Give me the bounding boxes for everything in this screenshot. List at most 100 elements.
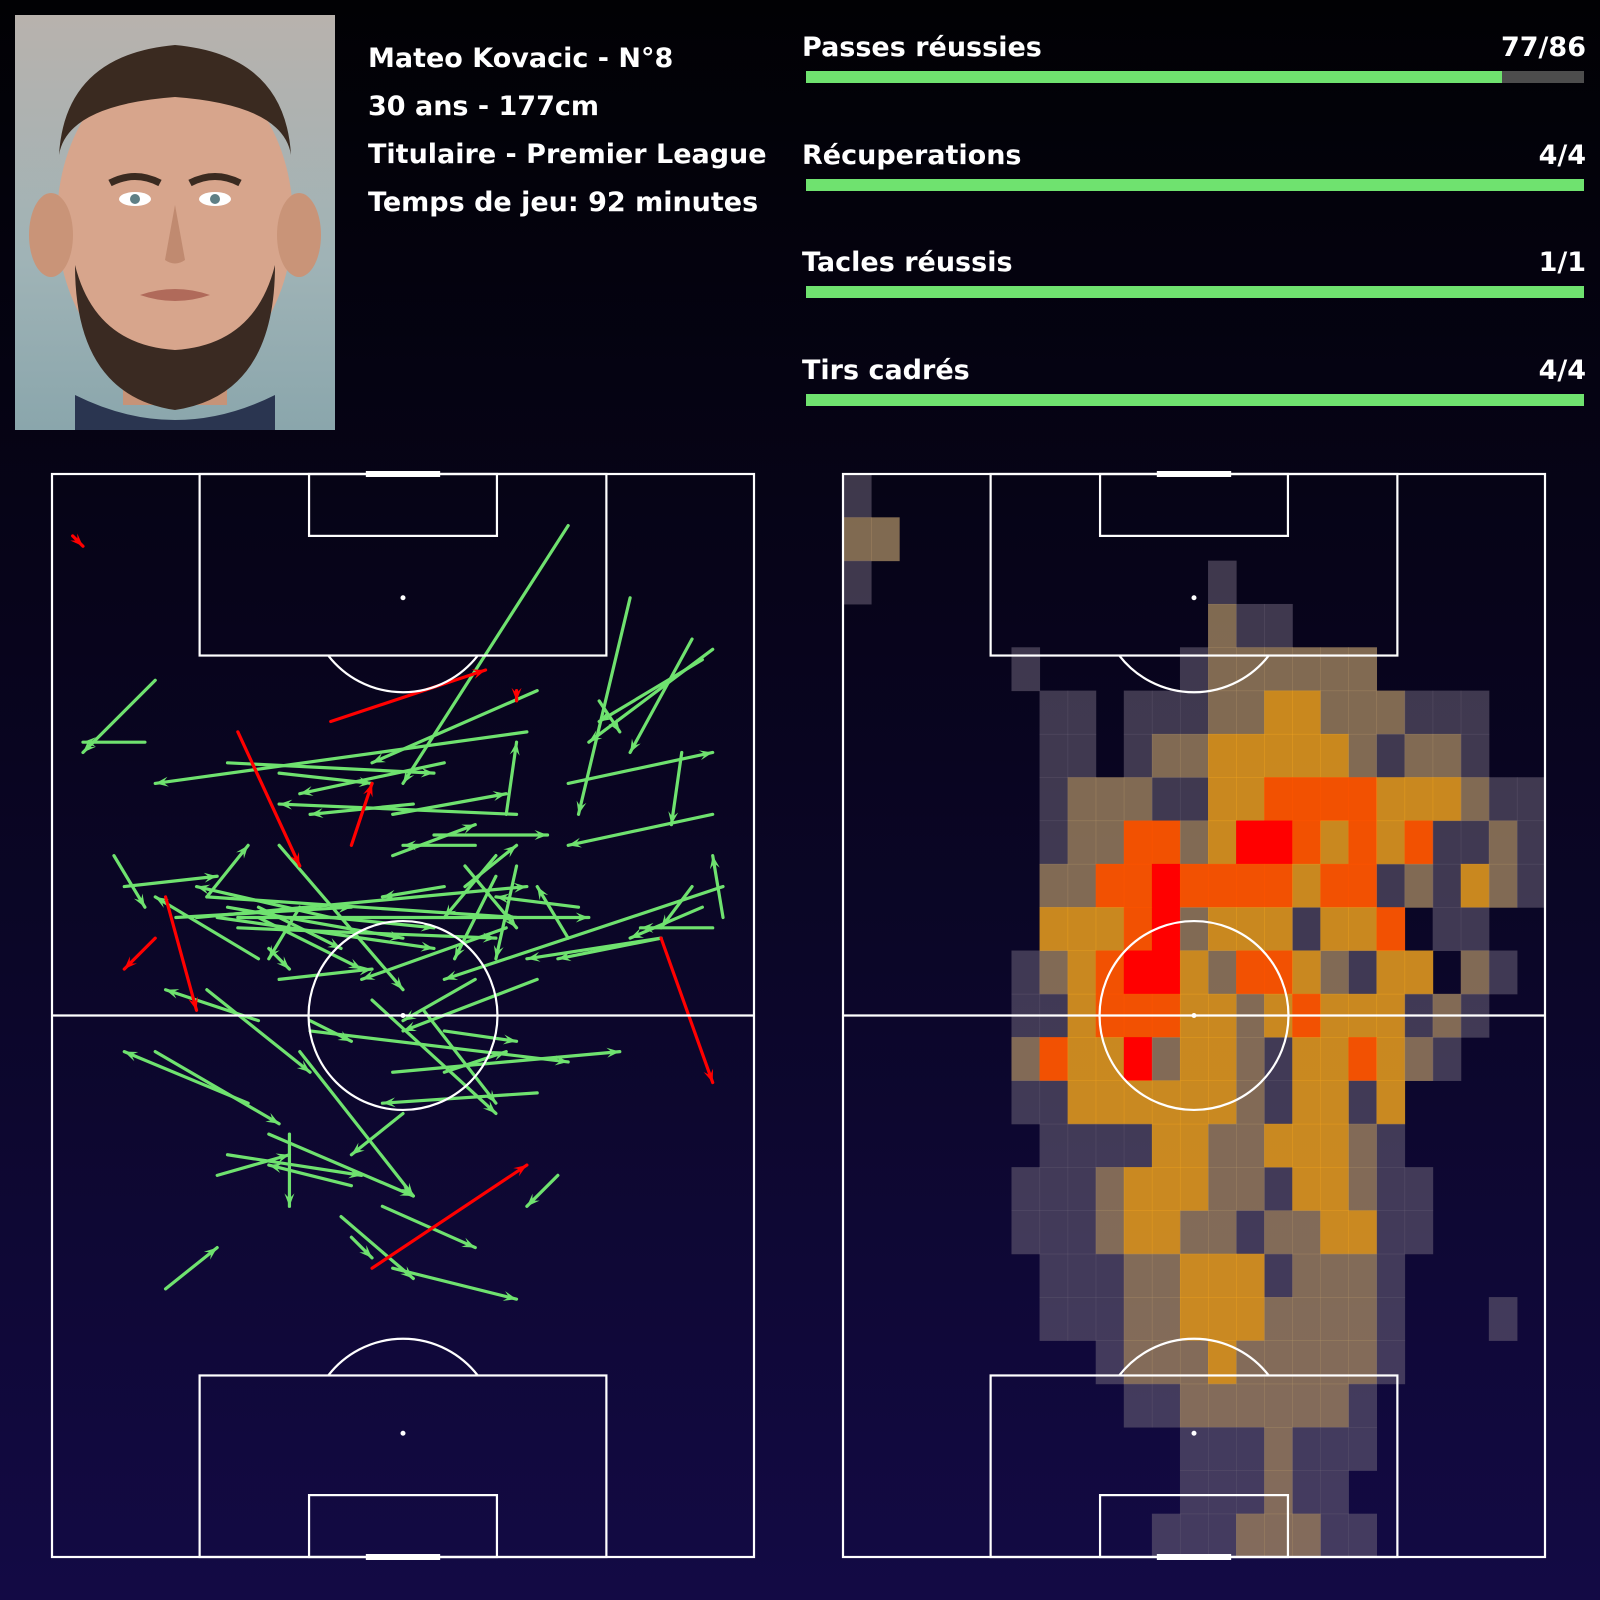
- pass-line: [277, 802, 519, 816]
- pass-line: [360, 926, 508, 982]
- heatmap-cell: [1460, 777, 1490, 822]
- pass-line: [370, 998, 498, 1116]
- pass-fail: [70, 533, 85, 548]
- heatmap-cell: [1067, 1253, 1097, 1298]
- heatmap-cell: [1348, 1037, 1378, 1081]
- pass-arrowhead: [493, 944, 504, 959]
- pass-success: [360, 926, 508, 982]
- heatmap-cell: [1208, 690, 1237, 735]
- heatmap-cell: [1348, 1123, 1378, 1168]
- pass-success: [205, 988, 312, 1074]
- heatmap-cell: [1264, 603, 1293, 648]
- goal-area-bottom: [307, 1494, 499, 1559]
- heatmap-cell: [1236, 1513, 1265, 1558]
- heatmap-cell: [1376, 1123, 1406, 1168]
- pass-arrowhead: [276, 956, 290, 970]
- pass-success: [442, 1029, 519, 1045]
- heatmap-cell: [1264, 820, 1293, 865]
- heatmap-cell: [1095, 1253, 1125, 1298]
- pass-success: [256, 915, 364, 971]
- pass-success: [267, 946, 292, 971]
- heatmap-cell: [1179, 1210, 1209, 1255]
- pass-line: [205, 988, 312, 1074]
- pass-arrowhead: [509, 742, 520, 756]
- pass-arrowhead: [630, 738, 641, 753]
- heatmap-cell: [1039, 1037, 1069, 1081]
- heatmap-cell: [1376, 863, 1406, 908]
- pass-line: [163, 895, 199, 1012]
- pass-arrowhead: [454, 944, 465, 959]
- stat-bar-track: [806, 178, 1584, 191]
- pass-line: [215, 915, 436, 951]
- pass-success: [504, 740, 520, 816]
- pass-fail: [122, 936, 157, 971]
- heatmap-cell: [1067, 1080, 1097, 1125]
- heatmap-cell: [1095, 1210, 1125, 1255]
- heatmap-cell: [1292, 950, 1321, 995]
- pass-success: [442, 884, 725, 982]
- pass-line: [370, 1163, 529, 1270]
- pass-arrowhead: [359, 1245, 373, 1258]
- heatmap-pitch-lines: [841, 471, 1547, 1560]
- pass-arrowhead: [513, 1165, 527, 1177]
- heatmap-cell: [1039, 863, 1069, 908]
- pass-line: [566, 812, 715, 847]
- pass-arrowhead: [401, 1182, 414, 1196]
- heatmap-cell: [1376, 1253, 1406, 1298]
- pass-success: [628, 905, 704, 940]
- stat-label: Tirs cadrés: [802, 354, 970, 386]
- pass-success: [432, 830, 550, 840]
- pass-line: [401, 977, 539, 1033]
- heatmap-cell: [1292, 647, 1321, 692]
- pass-arrowhead: [502, 1034, 517, 1045]
- heatmap-cell: [1320, 647, 1349, 692]
- heatmap-cell: [1236, 603, 1265, 648]
- heatmap-cell: [1516, 777, 1546, 822]
- heatmap-cell: [1348, 733, 1378, 778]
- pass-line: [163, 1245, 219, 1291]
- pass-arrowhead: [351, 1142, 365, 1155]
- heatmap-cell: [1179, 820, 1209, 865]
- heatmap-cell: [1123, 1340, 1153, 1385]
- pass-success: [298, 761, 446, 796]
- pass-arrowhead: [390, 976, 403, 990]
- pass-success: [349, 1235, 374, 1260]
- pass-map-marks: [70, 523, 725, 1301]
- heatmap-cell: [1292, 1470, 1321, 1515]
- pass-arrowhead: [461, 1237, 476, 1248]
- pass-arrowhead: [608, 718, 620, 732]
- heatmap-cell: [1432, 1037, 1462, 1081]
- heatmap-cell: [1208, 1383, 1237, 1428]
- pass-line: [267, 1132, 415, 1198]
- penalty-arc-top: [327, 654, 479, 694]
- pass-arrowhead: [568, 837, 582, 848]
- pass-fail: [659, 936, 715, 1085]
- heatmap-cell: [1320, 1340, 1349, 1385]
- heatmap-cell: [1123, 1210, 1153, 1255]
- heatmap-cell: [1320, 733, 1349, 778]
- heatmap-cell: [1123, 777, 1153, 822]
- heatmap-cell: [1320, 1383, 1349, 1428]
- pass-success: [535, 884, 570, 940]
- pass-success: [391, 1047, 622, 1074]
- heatmap-cell: [1011, 1167, 1041, 1211]
- heatmap-cell: [1151, 733, 1181, 778]
- heatmap-cell: [1011, 1037, 1041, 1081]
- heatmap-cell: [1208, 603, 1237, 648]
- pass-arrowhead: [372, 753, 386, 763]
- centre-circle: [1098, 919, 1290, 1112]
- penalty-area-bottom: [198, 1374, 608, 1559]
- pass-line: [205, 895, 519, 920]
- heatmap-cell: [1460, 733, 1490, 778]
- heatmap-cell: [1095, 907, 1125, 952]
- pass-line: [442, 854, 498, 920]
- heatmap-cell: [1320, 1253, 1349, 1298]
- heatmap-cell: [1376, 1037, 1406, 1081]
- heatmap-cell: [1208, 1513, 1237, 1558]
- heatmap-cell: [1123, 1037, 1153, 1081]
- heatmap-cell: [1236, 1210, 1265, 1255]
- heatmap-cell: [1208, 1253, 1237, 1298]
- pass-arrowhead: [511, 687, 522, 701]
- heatmap-cell: [1151, 1123, 1181, 1168]
- heatmap-cell: [1348, 1340, 1378, 1385]
